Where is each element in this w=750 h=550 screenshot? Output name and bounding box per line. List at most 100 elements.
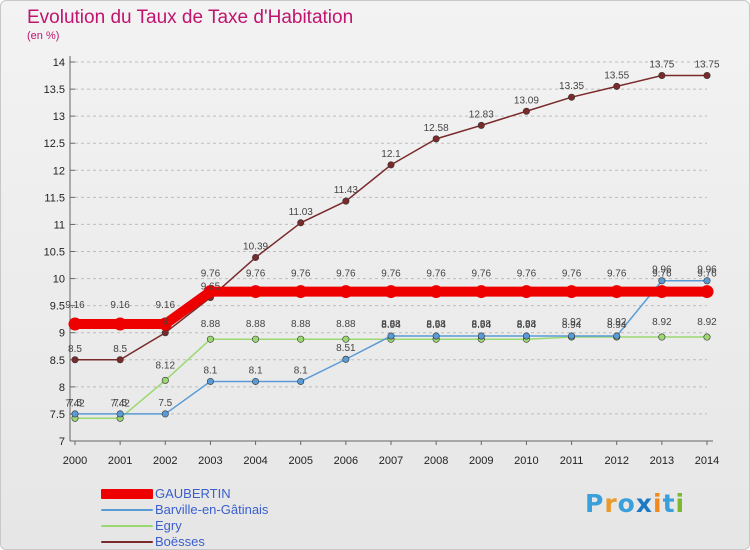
x-tick-label: 2010 <box>514 455 538 467</box>
data-label: 8.94 <box>517 320 537 331</box>
data-point <box>252 335 260 343</box>
data-label: 8.92 <box>562 317 582 328</box>
data-label: 7.42 <box>110 398 130 409</box>
data-point <box>161 376 169 384</box>
y-tick-label: 8 <box>59 382 65 394</box>
data-point <box>158 317 172 331</box>
x-tick-label: 2009 <box>469 455 493 467</box>
data-point <box>568 332 576 340</box>
legend-item: Barville-en-Gâtinais <box>101 502 268 518</box>
data-label: 7.5 <box>113 398 127 409</box>
data-label: 9.76 <box>517 269 537 280</box>
data-point <box>703 333 711 341</box>
data-point <box>474 285 488 299</box>
data-label: 13.75 <box>649 60 674 71</box>
data-label: 12.83 <box>469 109 494 120</box>
logo-letter: i <box>675 489 686 518</box>
data-label: 8.1 <box>294 365 308 376</box>
data-label: 8.94 <box>562 320 582 331</box>
data-label: 9.96 <box>697 265 717 276</box>
data-label: 13.09 <box>514 95 539 106</box>
data-point <box>477 332 485 340</box>
data-label: 7.5 <box>158 398 172 409</box>
data-label: 8.94 <box>381 320 401 331</box>
data-label: 9.76 <box>336 269 356 280</box>
x-tick-label: 2003 <box>198 455 222 467</box>
data-point <box>342 355 350 363</box>
data-label: 8.94 <box>607 320 627 331</box>
data-label: 9.76 <box>246 269 266 280</box>
x-tick-label: 2000 <box>63 455 87 467</box>
y-tick-label: 9 <box>59 328 65 340</box>
y-tick-label: 13 <box>53 111 65 123</box>
legend-label: Boësses <box>155 534 205 549</box>
x-tick-label: 2007 <box>379 455 403 467</box>
data-label: 8.94 <box>426 320 446 331</box>
data-point <box>342 335 350 343</box>
y-tick-label: 14 <box>53 57 65 69</box>
data-point <box>568 93 576 101</box>
data-label: 8.92 <box>607 317 627 328</box>
data-label: 9.76 <box>697 269 717 280</box>
x-tick-label: 2012 <box>604 455 628 467</box>
data-label: 9.76 <box>562 269 582 280</box>
data-label: 9.76 <box>472 269 492 280</box>
legend: GAUBERTIN Barville-en-Gâtinais Egry Boësses <box>101 486 268 549</box>
data-label: 13.75 <box>694 60 719 71</box>
data-label: 8.88 <box>201 319 221 330</box>
grid <box>75 61 707 442</box>
x-tick-label: 2011 <box>560 455 584 467</box>
data-label: 8.88 <box>472 319 492 330</box>
data-point <box>342 197 350 205</box>
data-point <box>294 285 308 299</box>
legend-label: Barville-en-Gâtinais <box>155 502 269 517</box>
x-tick-label: 2013 <box>650 455 674 467</box>
data-point <box>432 332 440 340</box>
logo-letter: t <box>662 489 676 518</box>
logo-letter: r <box>604 489 618 518</box>
data-label: 8.5 <box>113 344 127 355</box>
chart-title: Evolution du Taux de Taxe d'Habitation <box>27 7 354 28</box>
data-point <box>113 317 127 331</box>
data-label: 13.35 <box>559 81 584 92</box>
data-point <box>613 82 621 90</box>
x-tick-label: 2008 <box>424 455 448 467</box>
data-point <box>161 410 169 418</box>
data-point <box>703 72 711 80</box>
data-point <box>700 285 714 299</box>
data-point <box>71 410 79 418</box>
legend-swatch <box>101 489 153 499</box>
data-point <box>565 285 579 299</box>
data-label: 8.5 <box>68 344 82 355</box>
data-point <box>203 285 217 299</box>
data-label: 8.88 <box>426 319 446 330</box>
y-tick-label: 7.5 <box>50 409 65 421</box>
data-label: 8.88 <box>517 319 537 330</box>
data-point <box>297 335 305 343</box>
data-point <box>71 356 79 364</box>
data-point <box>522 332 530 340</box>
data-label: 8.1 <box>203 365 217 376</box>
legend-label: GAUBERTIN <box>155 486 231 501</box>
data-point <box>206 377 214 385</box>
data-label: 13.55 <box>604 70 629 81</box>
data-point <box>387 161 395 169</box>
x-tick-label: 2014 <box>695 455 719 467</box>
legend-label: Egry <box>155 518 182 533</box>
data-label: 9.76 <box>426 269 446 280</box>
proxiti-logo: Proxiti <box>585 489 685 518</box>
data-point <box>339 285 353 299</box>
data-point <box>252 377 260 385</box>
logo-letter: o <box>617 489 636 518</box>
data-point <box>703 277 711 285</box>
data-label: 8.88 <box>291 319 311 330</box>
data-point <box>477 121 485 129</box>
y-tick-label: 8.5 <box>50 355 65 367</box>
data-label: 11.43 <box>334 185 359 196</box>
data-point <box>116 410 124 418</box>
data-point <box>655 285 669 299</box>
data-point <box>116 356 124 364</box>
x-tick-label: 2006 <box>334 455 358 467</box>
